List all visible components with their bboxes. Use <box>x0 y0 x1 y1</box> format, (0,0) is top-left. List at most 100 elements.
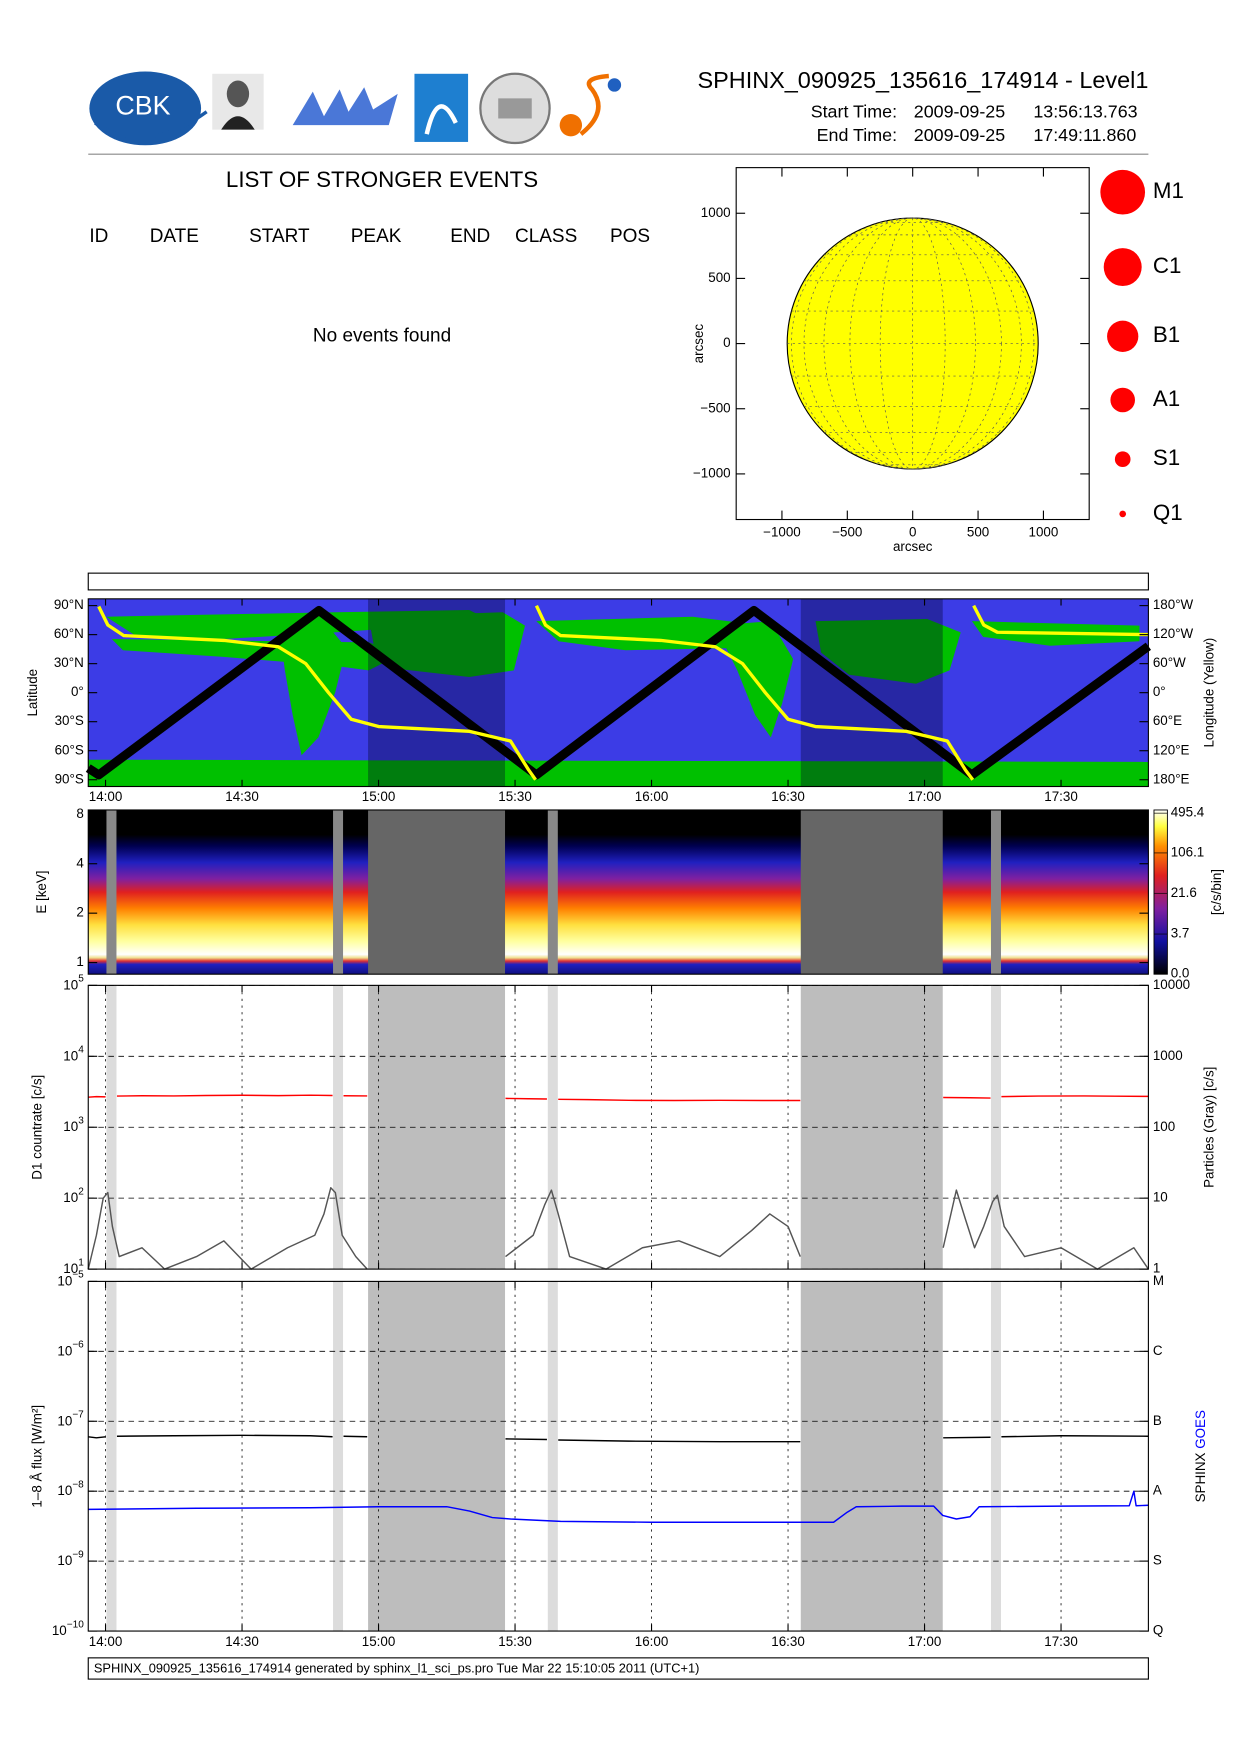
logo-cbk <box>89 71 202 146</box>
y-tick-label: 1000 <box>701 205 731 220</box>
y-tick-label-exponent: −8 <box>72 1479 84 1490</box>
events-column: END <box>450 226 490 247</box>
logo-swirl <box>579 73 610 136</box>
y-tick-label: 102 <box>63 1186 84 1205</box>
y-tick-label-exponent: 1 <box>78 1257 84 1268</box>
y-tick-label-base: 10 <box>63 1261 78 1276</box>
x-tick-label: 15:00 <box>362 1634 396 1649</box>
y-tick-label: 105 <box>63 973 84 992</box>
y-tick-label-exponent: 5 <box>78 973 84 984</box>
interval-band <box>990 809 1001 975</box>
x-tick-label: 15:30 <box>498 789 532 804</box>
interval-band <box>333 1281 344 1632</box>
x-tick-label: 14:00 <box>89 789 123 804</box>
y-axis-label: Latitude <box>25 669 40 717</box>
y-tick-label: 4 <box>76 855 84 870</box>
land <box>536 616 782 651</box>
start-date: 2009-09-25 <box>914 102 1005 122</box>
disk-grid <box>787 217 1039 470</box>
y-tick-label: 60°S <box>55 742 84 757</box>
legend-marker <box>1119 510 1127 518</box>
logo-mian <box>292 87 398 126</box>
data-line <box>87 1187 1149 1270</box>
colorbar <box>1153 809 1168 975</box>
x-tick-label: 1000 <box>1029 524 1059 539</box>
y-tick-label: −1000 <box>693 465 731 480</box>
plot-frame <box>87 984 1149 1270</box>
y-tick-label-exponent: −10 <box>67 1619 84 1630</box>
logo-ball <box>559 114 583 137</box>
colorbar-tick-label: 21.6 <box>1171 885 1197 900</box>
y-tick-label: 10−8 <box>57 1479 84 1498</box>
start-label: Start Time: <box>811 102 897 122</box>
end-label: End Time: <box>817 125 897 145</box>
x-tick-label: 17:00 <box>908 789 942 804</box>
meridian-line <box>803 217 1022 470</box>
meridian-line <box>823 217 1002 470</box>
report-title: SPHINX_090925_135616_174914 - Level1 <box>698 67 1149 93</box>
y-tick-label: 0° <box>71 684 84 699</box>
y2-tick-label: A <box>1153 1483 1162 1498</box>
y-tick-label: 8 <box>76 806 83 821</box>
logo-round <box>498 98 532 119</box>
interval-band <box>547 809 558 975</box>
land <box>815 618 961 684</box>
y-tick-label: 2 <box>76 905 83 920</box>
y-tick-label-base: 10 <box>57 1413 72 1428</box>
colorbar-tick-label: 495.4 <box>1171 805 1205 820</box>
status-bar <box>87 572 1149 591</box>
y-tick-label: 90°S <box>55 771 84 786</box>
y-tick-label-base: 10 <box>52 1623 67 1638</box>
y-tick-label: −500 <box>700 400 730 415</box>
y-tick-label-base: 10 <box>57 1273 72 1288</box>
y-tick-label-base: 10 <box>57 1553 72 1568</box>
events-column: POS <box>610 226 650 247</box>
y-axis-label: 1–8 Å flux [W/m²] <box>30 1405 45 1508</box>
interval-band <box>368 809 506 975</box>
y2-tick-label: 60°W <box>1153 655 1186 670</box>
data-line <box>97 604 1149 781</box>
y-axis-label: arcsec <box>691 324 706 364</box>
y-tick-label: 0 <box>723 335 730 350</box>
y-tick-label-exponent: −9 <box>72 1549 84 1560</box>
x-tick-label: −1000 <box>763 524 801 539</box>
y-tick-label-base: 10 <box>63 977 78 992</box>
y2-tick-label: 60°E <box>1153 713 1182 728</box>
land <box>279 621 347 756</box>
interval-band <box>800 598 943 787</box>
logo-square-arc <box>424 104 458 135</box>
interval-band <box>333 809 344 975</box>
y2-axis-label: Particles (Gray) [c/s] <box>1201 1067 1216 1188</box>
legend-marker <box>1103 248 1142 287</box>
y2-tick-label: C <box>1153 1343 1163 1358</box>
data-line <box>88 1094 1149 1102</box>
y-tick-label-base: 10 <box>57 1483 72 1498</box>
events-column: ID <box>89 226 108 247</box>
x-tick-label: 14:30 <box>225 1634 259 1649</box>
interval-band <box>333 985 344 1270</box>
legend-label: M1 <box>1153 178 1184 203</box>
x-tick-label: 17:00 <box>908 1634 942 1649</box>
x-tick-label: −500 <box>832 524 862 539</box>
y-tick-label: 30°N <box>54 655 84 670</box>
x-tick-label: 16:00 <box>635 789 669 804</box>
data-line <box>88 1490 1149 1523</box>
y-tick-label: 10−10 <box>52 1619 84 1638</box>
x-tick-label: 17:30 <box>1044 789 1078 804</box>
legend-marker <box>1100 169 1146 215</box>
interval-band <box>800 1281 943 1632</box>
land <box>368 612 526 678</box>
y-tick-label: 10−7 <box>57 1409 84 1428</box>
y2-tick-label: B <box>1153 1413 1162 1428</box>
y2-tick-label: 1 <box>1153 1261 1160 1276</box>
data-line <box>88 1434 1149 1443</box>
x-tick-label: 17:30 <box>1044 1634 1078 1649</box>
plot-frame <box>87 809 1149 975</box>
legend-label: C1 <box>1153 253 1182 278</box>
x-tick-label: 16:00 <box>635 1634 669 1649</box>
footer-box <box>87 1657 1149 1680</box>
x-axis-label: arcsec <box>893 539 933 554</box>
colorbar-tick-label: 3.7 <box>1171 926 1190 941</box>
interval-band <box>800 985 943 1270</box>
